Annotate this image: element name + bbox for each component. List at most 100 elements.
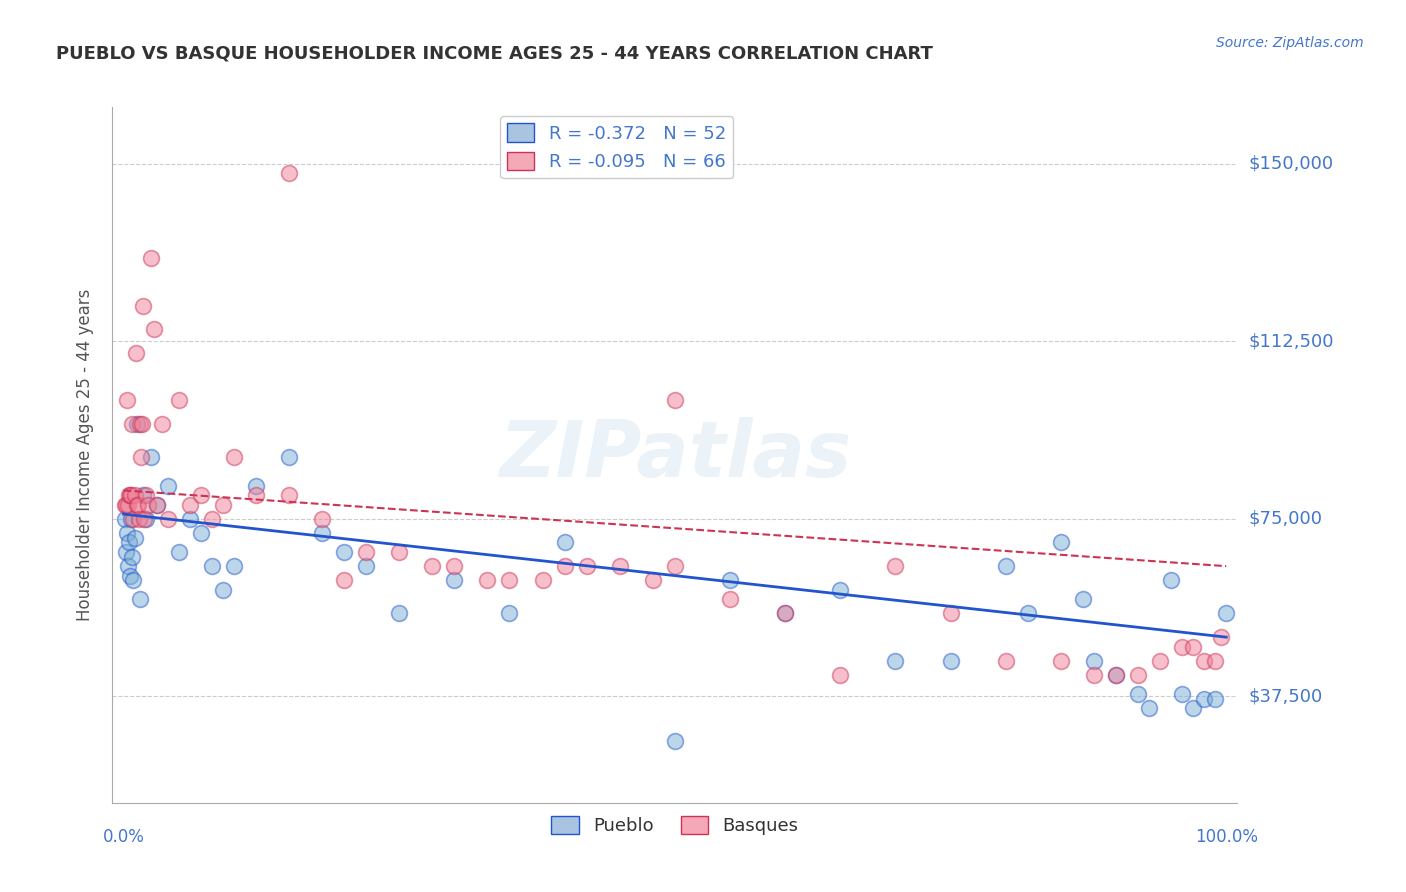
Point xyxy=(179,512,201,526)
Point xyxy=(245,488,267,502)
Point xyxy=(134,512,156,526)
Point xyxy=(222,559,245,574)
Point xyxy=(1105,668,1128,682)
Point xyxy=(114,545,136,559)
Point xyxy=(664,559,686,574)
Point xyxy=(830,668,852,682)
Point xyxy=(1050,654,1073,668)
Point xyxy=(222,450,245,465)
Point xyxy=(211,498,233,512)
Legend: Pueblo, Basques: Pueblo, Basques xyxy=(544,809,806,842)
Point xyxy=(211,582,233,597)
Point xyxy=(120,488,142,502)
Point xyxy=(156,478,179,492)
Point xyxy=(114,498,136,512)
Point xyxy=(1105,668,1128,682)
Point xyxy=(201,512,224,526)
Point xyxy=(498,574,520,588)
Y-axis label: Householder Income Ages 25 - 44 years: Householder Income Ages 25 - 44 years xyxy=(76,289,94,621)
Point xyxy=(136,498,159,512)
Point xyxy=(388,607,411,621)
Point xyxy=(664,393,686,408)
Point xyxy=(120,488,142,502)
Point xyxy=(129,592,152,607)
Point xyxy=(150,417,173,432)
Point xyxy=(115,526,138,541)
Point xyxy=(994,654,1017,668)
Point xyxy=(1083,654,1105,668)
Text: PUEBLO VS BASQUE HOUSEHOLDER INCOME AGES 25 - 44 YEARS CORRELATION CHART: PUEBLO VS BASQUE HOUSEHOLDER INCOME AGES… xyxy=(56,45,934,62)
Point xyxy=(1071,592,1094,607)
Point xyxy=(131,417,153,432)
Point xyxy=(122,512,145,526)
Point xyxy=(333,545,356,559)
Point xyxy=(1137,701,1160,715)
Text: Source: ZipAtlas.com: Source: ZipAtlas.com xyxy=(1216,36,1364,50)
Point xyxy=(1171,687,1194,701)
Point xyxy=(167,545,190,559)
Point xyxy=(1182,640,1205,654)
Point xyxy=(117,498,139,512)
Point xyxy=(143,322,166,336)
Point xyxy=(718,574,741,588)
Point xyxy=(311,526,333,541)
Point xyxy=(333,574,356,588)
Point xyxy=(114,512,136,526)
Point xyxy=(145,498,167,512)
Point xyxy=(830,582,852,597)
Point xyxy=(1126,668,1149,682)
Point xyxy=(121,549,143,564)
Point xyxy=(994,559,1017,574)
Point xyxy=(122,574,145,588)
Point xyxy=(156,512,179,526)
Point xyxy=(201,559,224,574)
Point xyxy=(884,559,907,574)
Point xyxy=(179,498,201,512)
Point xyxy=(135,512,157,526)
Point xyxy=(641,574,664,588)
Point xyxy=(1192,691,1215,706)
Point xyxy=(773,607,796,621)
Point xyxy=(190,526,212,541)
Point xyxy=(1171,640,1194,654)
Point xyxy=(773,607,796,621)
Point xyxy=(664,734,686,748)
Point xyxy=(443,559,465,574)
Point xyxy=(388,545,411,559)
Point xyxy=(118,535,141,549)
Point xyxy=(167,393,190,408)
Point xyxy=(1182,701,1205,715)
Point xyxy=(718,592,741,607)
Text: $112,500: $112,500 xyxy=(1249,333,1334,351)
Point xyxy=(477,574,499,588)
Point xyxy=(1083,668,1105,682)
Text: 0.0%: 0.0% xyxy=(103,828,145,846)
Text: ZIPatlas: ZIPatlas xyxy=(499,417,851,493)
Point xyxy=(554,535,576,549)
Point xyxy=(124,531,146,545)
Point xyxy=(114,498,136,512)
Point xyxy=(939,654,962,668)
Point xyxy=(121,417,143,432)
Point xyxy=(125,417,148,432)
Point xyxy=(1017,607,1039,621)
Point xyxy=(132,488,155,502)
Point xyxy=(118,488,141,502)
Point xyxy=(609,559,631,574)
Point xyxy=(554,559,576,574)
Point xyxy=(354,559,377,574)
Point xyxy=(139,252,162,266)
Point xyxy=(190,488,212,502)
Point xyxy=(120,568,142,582)
Point xyxy=(135,488,157,502)
Point xyxy=(575,559,598,574)
Point xyxy=(354,545,377,559)
Point xyxy=(1215,607,1237,621)
Point xyxy=(125,498,148,512)
Point xyxy=(1204,691,1226,706)
Point xyxy=(277,450,299,465)
Point xyxy=(129,450,152,465)
Point xyxy=(115,393,138,408)
Point xyxy=(277,166,299,180)
Point xyxy=(245,478,267,492)
